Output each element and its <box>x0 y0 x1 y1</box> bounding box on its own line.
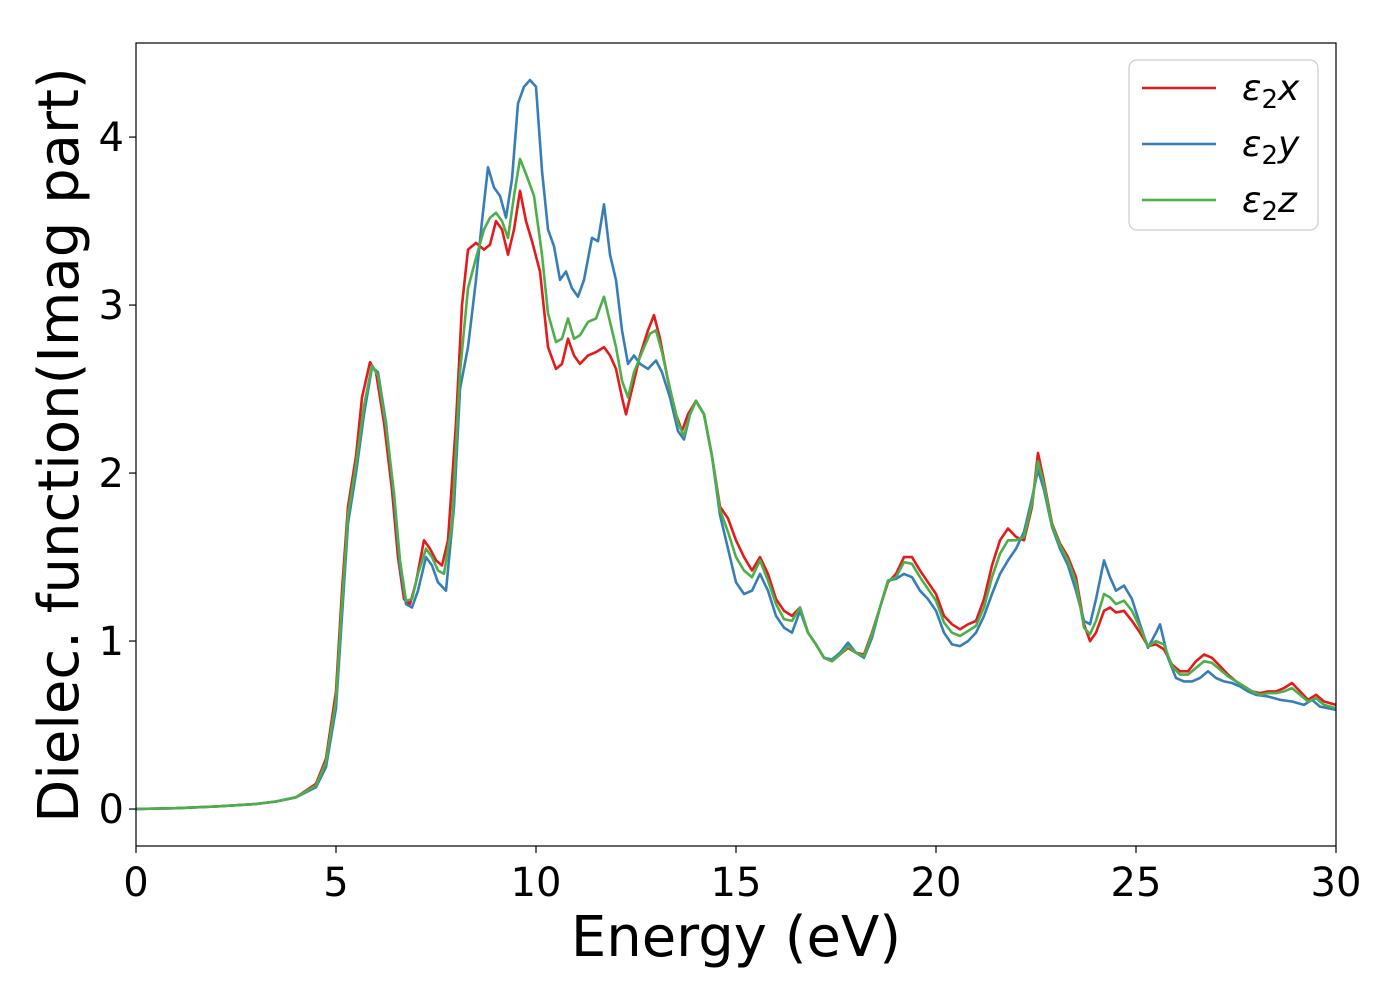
x-tick-label: 20 <box>911 860 962 906</box>
x-tick-label: 0 <box>123 860 148 906</box>
y-tick-label: 1 <box>99 619 124 665</box>
legend-label-y: ε2y <box>1242 124 1300 171</box>
x-tick-label: 5 <box>323 860 348 906</box>
y-tick-label: 0 <box>99 787 124 833</box>
x-axis-label: Energy (eV) <box>571 905 901 970</box>
y-axis: 0 1 2 3 4 <box>99 115 136 833</box>
legend-label-z: ε2z <box>1242 180 1298 227</box>
x-tick-label: 15 <box>711 860 762 906</box>
x-tick-label: 10 <box>511 860 562 906</box>
legend-box <box>1128 59 1319 231</box>
y-tick-label: 4 <box>99 115 124 161</box>
series-line-y <box>136 78 1336 811</box>
x-axis: 0 5 10 15 20 25 30 <box>123 846 1361 906</box>
y-tick-label: 3 <box>99 283 124 329</box>
series-layer <box>136 78 1336 811</box>
series-line-x <box>136 189 1336 811</box>
x-tick-label: 30 <box>1311 860 1362 906</box>
y-tick-label: 2 <box>99 451 124 497</box>
series-line-z <box>136 157 1336 811</box>
legend: ε2x ε2y ε2z <box>1128 59 1319 231</box>
y-axis-label: Dielec. function(Imag part) <box>27 67 92 823</box>
x-tick-label: 25 <box>1111 860 1162 906</box>
legend-label-x: ε2x <box>1242 68 1300 115</box>
